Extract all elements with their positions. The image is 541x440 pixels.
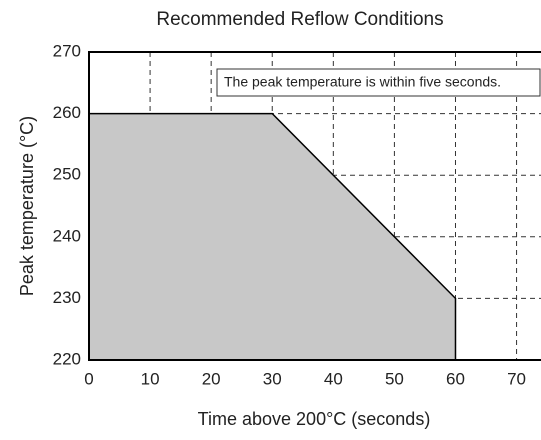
x-tick-label: 50	[385, 369, 404, 388]
plot-frame	[88, 51, 541, 361]
x-tick-label: 20	[202, 369, 221, 388]
annotation: The peak temperature is within five seco…	[224, 74, 501, 90]
y-axis-label: Peak temperature (°C)	[17, 116, 37, 296]
x-tick-label: 10	[141, 369, 160, 388]
y-tick-label: 220	[53, 349, 81, 368]
y-tick-label: 240	[53, 226, 81, 245]
y-tick-label: 230	[53, 288, 81, 307]
x-tick-label: 40	[324, 369, 343, 388]
y-tick-label: 260	[53, 103, 81, 122]
x-tick-label: 70	[507, 369, 526, 388]
y-tick-label: 250	[53, 165, 81, 184]
area	[88, 112, 457, 361]
y-tick-label: 270	[53, 41, 81, 60]
x-axis-label: Time above 200°C (seconds)	[198, 409, 431, 429]
chart-title: Recommended Reflow Conditions	[156, 9, 443, 30]
x-tick-label: 0	[84, 369, 93, 388]
annotation-box	[216, 68, 541, 97]
x-tick-label: 30	[263, 369, 282, 388]
x-tick-label: 60	[446, 369, 465, 388]
